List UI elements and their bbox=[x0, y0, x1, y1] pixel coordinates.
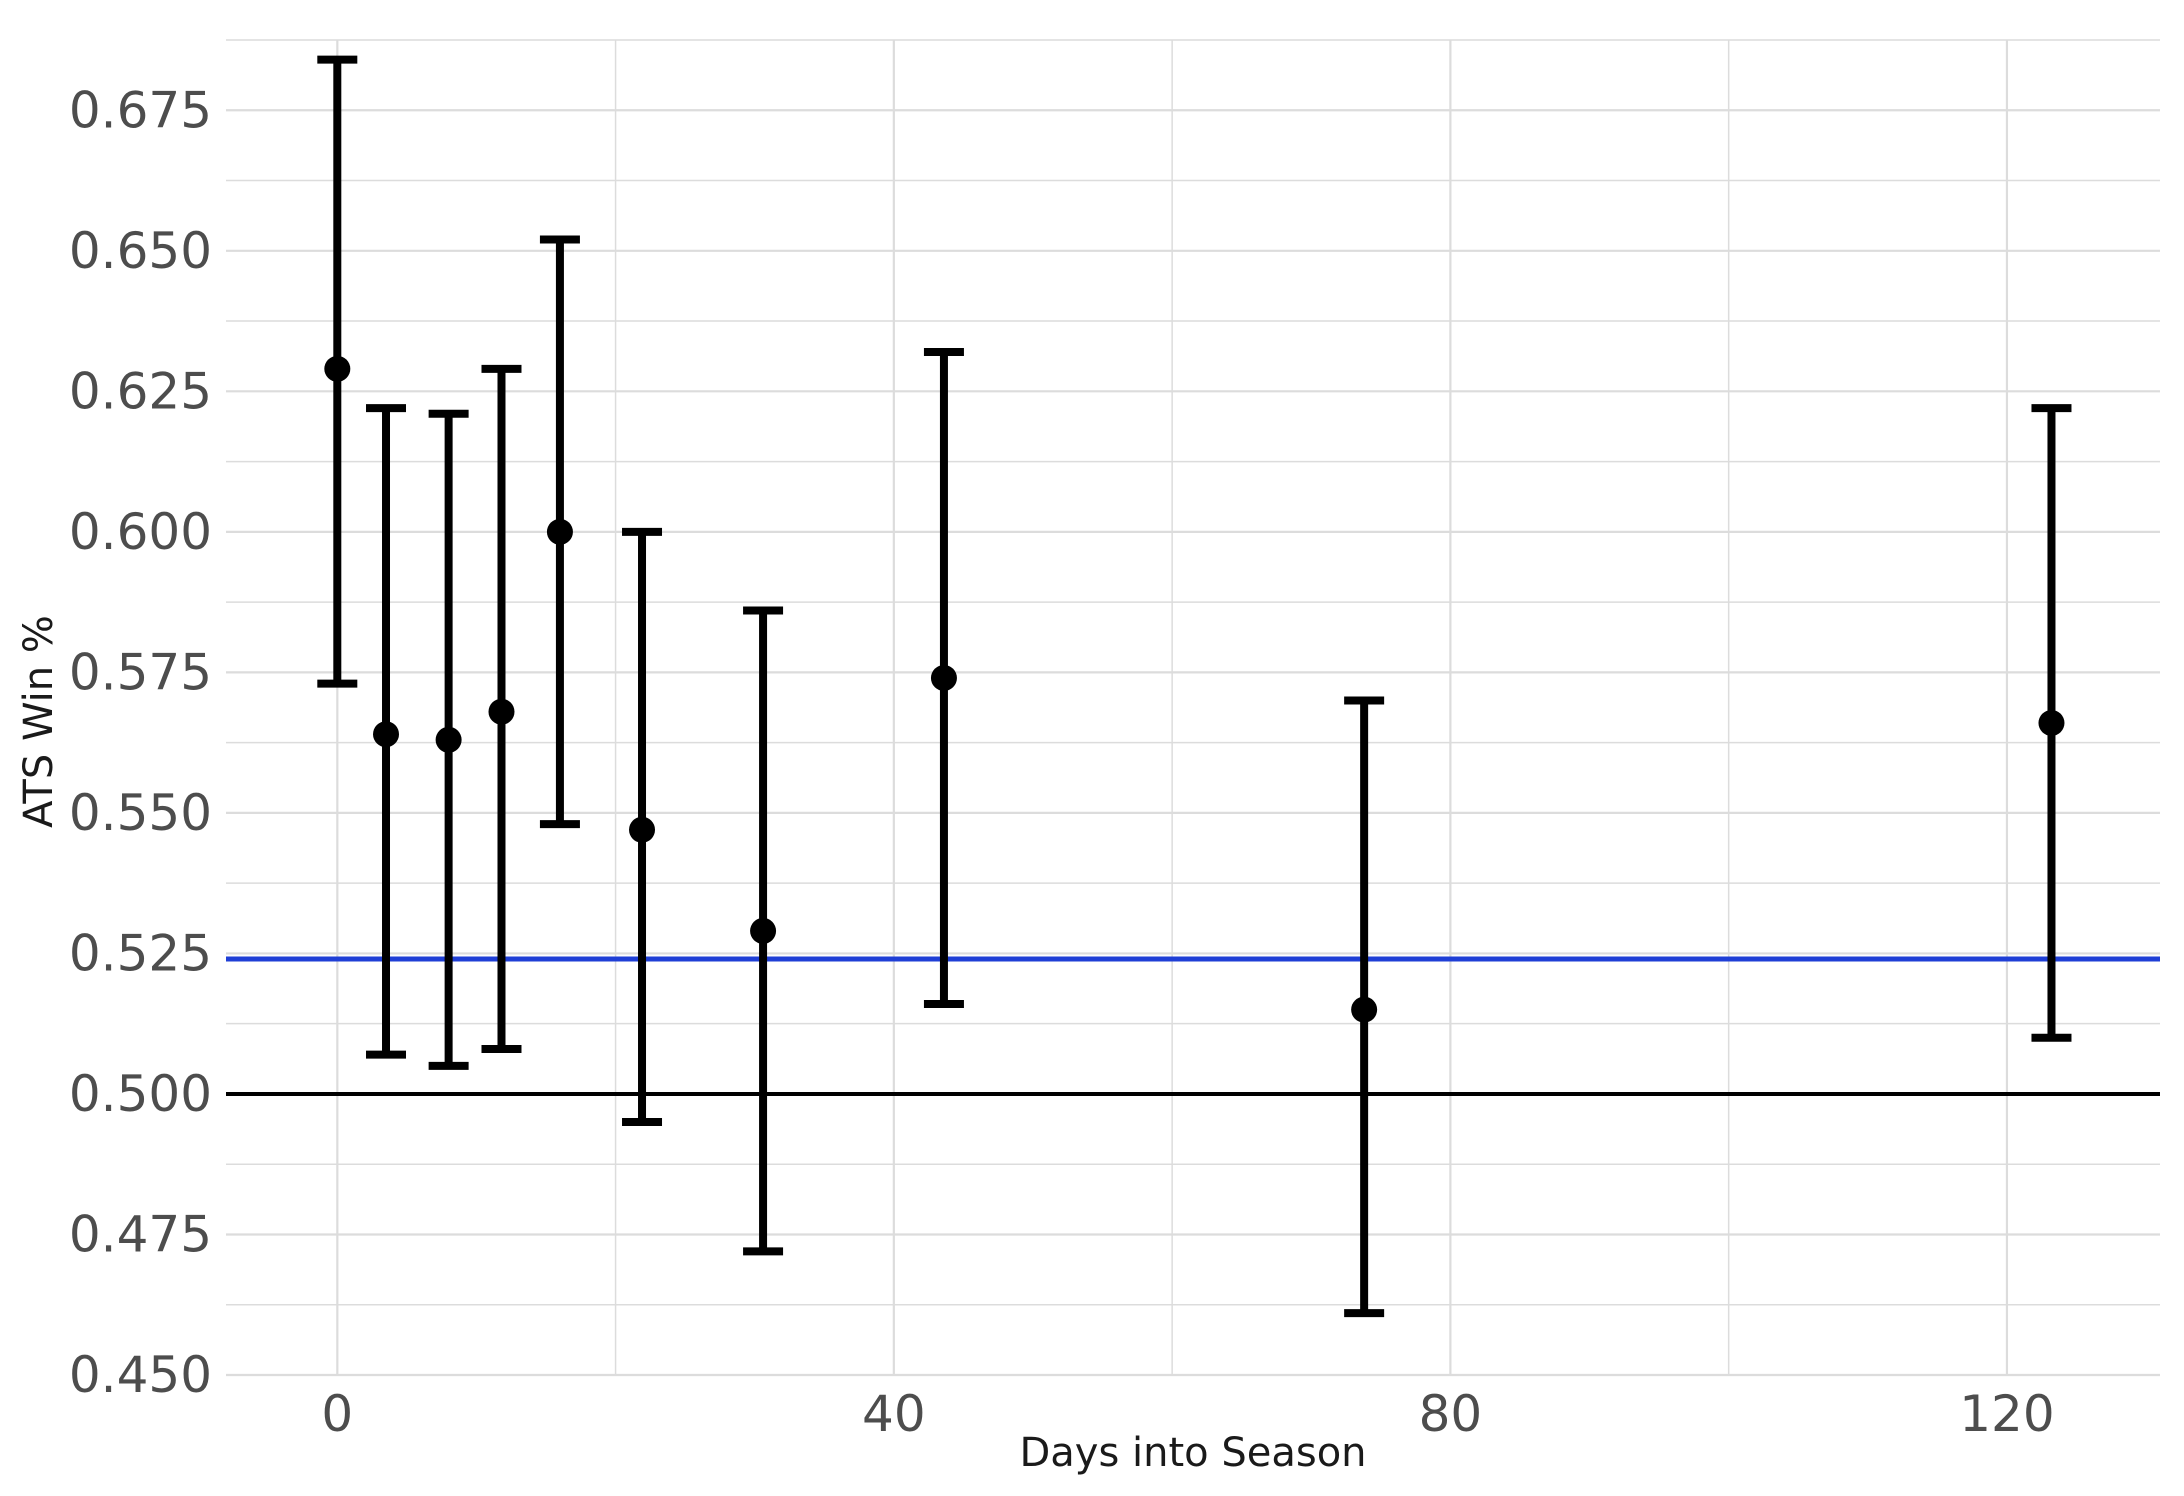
y-tick-label: 0.600 bbox=[69, 503, 212, 561]
data-point bbox=[435, 726, 462, 753]
y-tick-label: 0.650 bbox=[69, 222, 212, 280]
data-point bbox=[1351, 996, 1378, 1023]
reference-lines bbox=[226, 956, 2160, 1096]
data-point bbox=[488, 698, 515, 725]
x-tick-label: 120 bbox=[1959, 1385, 2054, 1443]
x-tick-label: 0 bbox=[321, 1385, 353, 1443]
x-axis-title: Days into Season bbox=[1019, 1430, 1366, 1476]
y-tick-label: 0.525 bbox=[69, 924, 212, 982]
data-point bbox=[2038, 709, 2065, 736]
data-point bbox=[930, 664, 957, 691]
data-point bbox=[546, 518, 573, 545]
y-tick-label: 0.475 bbox=[69, 1205, 212, 1263]
x-axis-ticks: 0 40 80 120 bbox=[321, 1385, 2054, 1443]
y-axis-ticks: 0.450 0.475 0.500 0.525 0.550 0.575 0.600 0.625… bbox=[69, 81, 212, 1404]
data-point bbox=[324, 355, 351, 382]
x-tick-label: 80 bbox=[1419, 1385, 1483, 1443]
y-tick-label: 0.575 bbox=[69, 643, 212, 701]
y-axis-title: ATS Win % bbox=[16, 615, 62, 828]
y-tick-label: 0.675 bbox=[69, 81, 212, 139]
grid-lines bbox=[226, 39, 2160, 1377]
y-tick-label: 0.450 bbox=[69, 1346, 212, 1404]
data-point bbox=[629, 816, 656, 843]
y-tick-label: 0.550 bbox=[69, 784, 212, 842]
data-point bbox=[373, 721, 400, 748]
y-tick-label: 0.625 bbox=[69, 362, 212, 420]
data-point bbox=[750, 917, 777, 944]
y-tick-label: 0.500 bbox=[69, 1065, 212, 1123]
data-marks bbox=[317, 55, 2072, 1318]
x-tick-label: 40 bbox=[862, 1385, 926, 1443]
